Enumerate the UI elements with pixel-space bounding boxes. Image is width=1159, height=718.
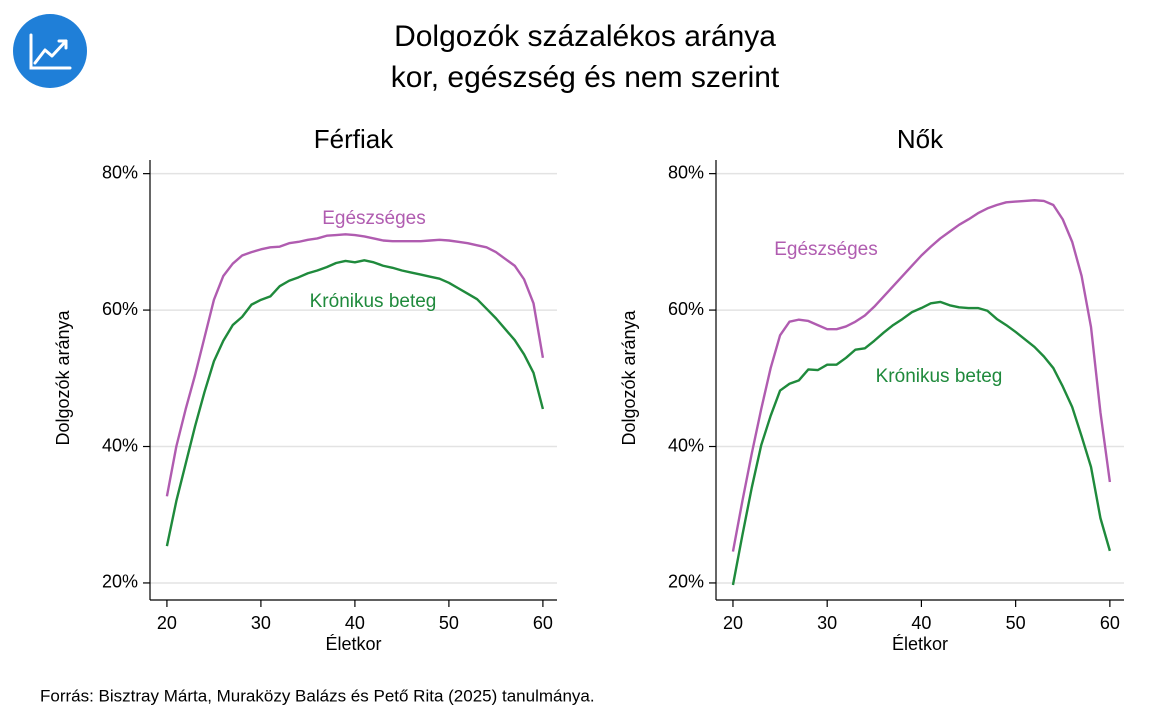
logo-icon (13, 14, 87, 88)
series-line (165, 259, 545, 547)
x-tick-label: 30 (817, 613, 837, 633)
series-label: Krónikus beteg (876, 366, 1003, 387)
panel-title: Nők (897, 124, 944, 154)
y-tick-label: 20% (102, 572, 138, 592)
x-tick-label: 20 (723, 613, 743, 633)
x-tick-label: 40 (345, 613, 365, 633)
x-tick-label: 50 (439, 613, 459, 633)
x-axis-label: Életkor (892, 634, 948, 654)
y-axis-label: Dolgozók aránya (53, 309, 73, 445)
series-label: Egészséges (774, 239, 878, 260)
x-tick-label: 60 (533, 613, 553, 633)
y-tick-label: 40% (668, 435, 704, 455)
main-title: Dolgozók százalékos aránya (394, 20, 776, 53)
x-tick-label: 20 (157, 613, 177, 633)
y-tick-label: 80% (102, 162, 138, 182)
y-tick-label: 80% (668, 162, 704, 182)
panel: Férfiak 20% 40% 60% 80% 20 30 40 50 60 Életkor Dolg… (53, 124, 557, 654)
x-tick-label: 40 (911, 613, 931, 633)
y-tick-label: 60% (102, 299, 138, 319)
y-tick-label: 20% (668, 572, 704, 592)
x-tick-label: 60 (1100, 613, 1120, 633)
x-axis-label: Életkor (325, 634, 381, 654)
y-tick-label: 60% (668, 299, 704, 319)
y-tick-label: 40% (102, 435, 138, 455)
main-title: kor, egészség és nem szerint (391, 61, 780, 94)
x-tick-label: 50 (1006, 613, 1026, 633)
source-note: Forrás: Bisztray Márta, Muraközy Balázs … (40, 686, 595, 705)
series-label: Krónikus beteg (310, 291, 437, 312)
series-line (165, 233, 545, 497)
series-line (731, 300, 1112, 586)
panel-title: Férfiak (314, 124, 394, 154)
panel: Nők 20% 40% 60% 80% 20 30 40 50 60 Életkor Dolgozók… (619, 124, 1124, 654)
series-line (731, 199, 1112, 552)
y-axis-label: Dolgozók aránya (619, 309, 639, 445)
x-tick-label: 30 (251, 613, 271, 633)
series-label: Egészséges (322, 208, 426, 229)
